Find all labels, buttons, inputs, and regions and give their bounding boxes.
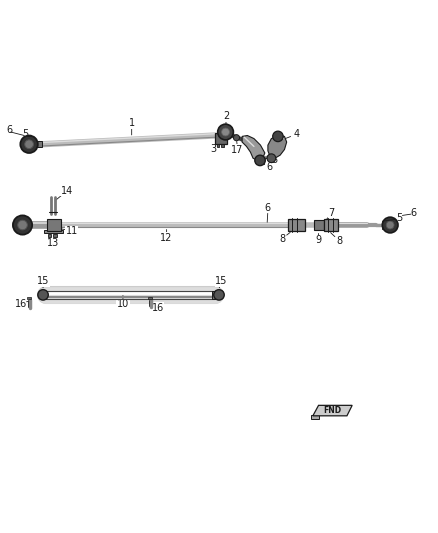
Bar xyxy=(44,230,63,233)
Text: 6: 6 xyxy=(7,125,13,135)
Bar xyxy=(221,144,224,147)
Bar xyxy=(27,297,31,299)
Circle shape xyxy=(13,215,32,235)
Text: 5: 5 xyxy=(271,156,278,165)
Circle shape xyxy=(222,128,230,136)
Circle shape xyxy=(386,221,394,229)
Bar xyxy=(40,290,46,299)
Text: 3: 3 xyxy=(211,144,217,155)
Circle shape xyxy=(273,131,283,142)
Circle shape xyxy=(214,289,224,300)
Bar xyxy=(35,141,42,147)
Text: 5: 5 xyxy=(22,129,29,139)
Text: 6: 6 xyxy=(265,203,271,213)
Text: 8: 8 xyxy=(279,234,286,244)
Text: 6: 6 xyxy=(410,208,417,218)
Text: 14: 14 xyxy=(61,185,73,196)
Polygon shape xyxy=(242,135,265,161)
Circle shape xyxy=(25,140,33,149)
Text: 15: 15 xyxy=(215,276,228,286)
Bar xyxy=(288,220,305,231)
Bar xyxy=(215,133,227,144)
Text: 15: 15 xyxy=(37,276,49,286)
Circle shape xyxy=(267,154,276,163)
Text: 10: 10 xyxy=(117,300,129,310)
Bar xyxy=(212,290,218,299)
Bar xyxy=(314,220,324,230)
Circle shape xyxy=(233,135,240,141)
Circle shape xyxy=(18,220,27,230)
Text: 2: 2 xyxy=(223,111,229,122)
Text: 16: 16 xyxy=(152,303,164,312)
Polygon shape xyxy=(268,135,287,158)
Text: 17: 17 xyxy=(231,145,244,155)
Circle shape xyxy=(255,155,265,166)
Text: FND: FND xyxy=(323,406,342,415)
Circle shape xyxy=(38,289,48,300)
Polygon shape xyxy=(313,405,352,416)
Bar xyxy=(311,415,318,419)
Circle shape xyxy=(20,135,38,153)
Bar xyxy=(48,234,51,237)
Bar xyxy=(53,234,57,237)
Text: 4: 4 xyxy=(293,129,300,139)
Bar xyxy=(324,220,338,231)
Bar xyxy=(47,220,60,231)
Text: 12: 12 xyxy=(160,233,173,243)
Text: 16: 16 xyxy=(15,298,27,309)
Bar xyxy=(148,297,152,299)
Text: 1: 1 xyxy=(129,118,135,128)
Text: 9: 9 xyxy=(315,235,321,245)
Bar xyxy=(382,221,388,229)
Text: 5: 5 xyxy=(396,213,402,223)
Text: 11: 11 xyxy=(66,226,78,236)
Text: 6: 6 xyxy=(267,163,273,172)
Text: 13: 13 xyxy=(47,238,59,248)
Circle shape xyxy=(218,124,233,140)
Text: 7: 7 xyxy=(328,208,335,218)
Circle shape xyxy=(382,217,398,233)
Text: 8: 8 xyxy=(336,236,342,246)
Bar xyxy=(217,144,219,147)
